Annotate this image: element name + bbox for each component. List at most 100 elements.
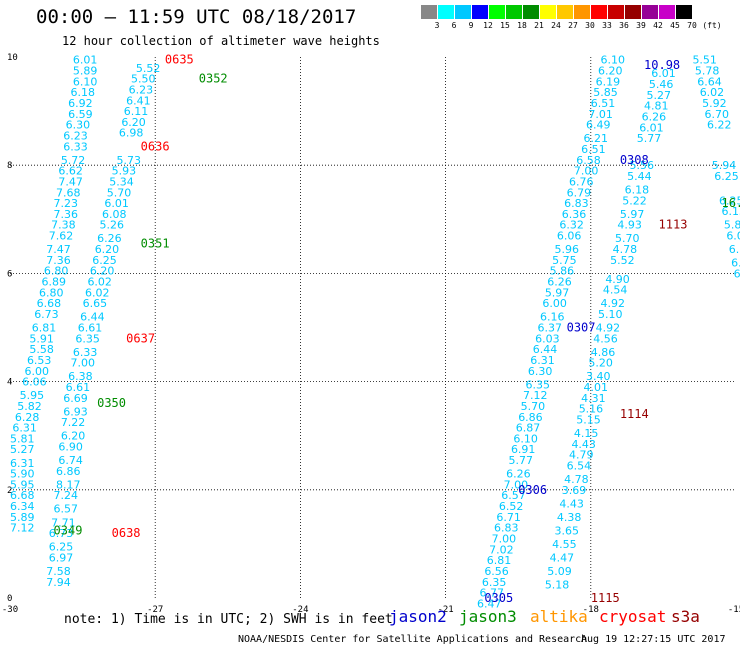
data-point-label: 6.21 <box>584 132 609 145</box>
data-point-label: 5.58 <box>29 343 54 356</box>
data-point-label: 6.25 <box>734 267 740 280</box>
color-scale-swatch <box>438 5 454 19</box>
color-scale-label: 6 <box>451 21 457 30</box>
track-label: 0635 <box>165 53 194 67</box>
data-point-label: 7.94 <box>46 576 71 589</box>
data-point-label: 7.68 <box>56 186 80 199</box>
data-point-label: 7.58 <box>46 565 71 578</box>
data-point-label: 6.70 <box>705 108 730 121</box>
data-point-label: 5.75 <box>552 254 577 267</box>
data-point-label: 4.93 <box>617 219 642 232</box>
data-point-label: 6.26 <box>642 111 667 124</box>
data-point-label: 6.10 <box>513 432 538 445</box>
data-point-label: 7.00 <box>71 357 96 370</box>
satellite-legend-s3a: s3a <box>671 607 700 626</box>
x-tick-label: -27 <box>147 605 163 615</box>
color-scale-label: 70 <box>687 21 697 30</box>
track-label: 10.98 <box>644 58 680 72</box>
data-point-label: 7.47 <box>46 243 71 256</box>
data-point-label: 6.38 <box>68 370 93 383</box>
footer-note: note: 1) Time is in UTC; 2) SWH is in fe… <box>64 612 393 627</box>
data-point-label: 7.71 <box>51 516 76 529</box>
data-point-label: 6.28 <box>15 411 40 424</box>
data-point-label: 6.20 <box>121 116 146 129</box>
data-point-label: 6.08 <box>102 208 127 221</box>
data-point-label: 5.70 <box>107 186 132 199</box>
data-point-label: 5.26 <box>100 219 125 232</box>
data-point-label: 5.97 <box>620 208 645 221</box>
satellite-legend-cryosat: cryosat <box>599 607 667 626</box>
y-tick-label: 4 <box>7 378 12 388</box>
data-point-label: 6.57 <box>501 489 526 502</box>
data-point-label: 6.81 <box>32 322 56 335</box>
data-point-label: 6.83 <box>494 522 519 535</box>
color-scale-swatch <box>642 5 658 19</box>
data-point-label: 5.95 <box>10 478 35 491</box>
data-point-label: 8.17 <box>56 478 80 491</box>
data-point-label: 6.31 <box>530 354 555 367</box>
data-point-label: 6.62 <box>58 165 83 178</box>
data-point-label: 6.01 <box>651 67 676 80</box>
track-label: 0638 <box>112 526 141 540</box>
page-subtitle: 12 hour collection of altimeter wave hei… <box>62 34 380 48</box>
data-point-label: 7.22 <box>61 416 86 429</box>
track-label: 16.29 <box>721 196 740 210</box>
data-point-label: 5.96 <box>555 243 580 256</box>
data-point-label: 6.76 <box>569 175 594 188</box>
data-point-label: 6.68 <box>37 297 62 310</box>
track-label: 0308 <box>620 153 649 167</box>
color-scale-label: (ft) <box>702 21 722 30</box>
track-label: 1115 <box>591 591 620 605</box>
data-point-label: 5.27 <box>10 443 35 456</box>
track-label: 0350 <box>97 396 126 410</box>
data-point-label: 6.80 <box>44 265 69 278</box>
data-point-label: 4.56 <box>593 332 618 345</box>
data-point-label: 6.18 <box>625 184 650 197</box>
data-point-label: 6.11 <box>124 105 148 118</box>
data-point-label: 4.47 <box>550 551 575 564</box>
data-point-label: 5.73 <box>116 154 141 167</box>
data-point-label: 6.64 <box>697 75 722 88</box>
data-point-label: 5.56 <box>630 159 655 172</box>
data-point-label: 4.54 <box>603 284 628 297</box>
data-point-label: 6.16 <box>540 311 565 324</box>
data-point-label: 4.92 <box>600 297 625 310</box>
color-scale-label: 24 <box>551 21 561 30</box>
color-scale-label: 21 <box>534 21 544 30</box>
data-point-label: 5.51 <box>692 54 717 67</box>
data-point-label: 6.73 <box>34 308 59 321</box>
data-point-label: 5.89 <box>10 511 35 524</box>
data-point-label: 4.78 <box>613 243 638 256</box>
data-point-label: 5.97 <box>545 286 570 299</box>
color-scale-label: 27 <box>568 21 578 30</box>
data-point-label: 6.37 <box>538 322 563 335</box>
track-label: 1113 <box>659 218 688 232</box>
data-point-label: 6.35 <box>75 332 100 345</box>
data-point-label: 6.81 <box>487 554 512 567</box>
x-tick-label: -21 <box>437 605 453 615</box>
color-scale-swatch <box>506 5 522 19</box>
data-point-label: 4.79 <box>569 449 594 462</box>
data-point-label: 6.77 <box>479 587 504 600</box>
data-point-label: 6.25 <box>714 170 739 183</box>
data-point-label: 6.06 <box>22 376 46 389</box>
data-point-label: 4.43 <box>559 497 584 510</box>
data-point-label: 3.65 <box>555 524 580 537</box>
data-point-label: 5.90 <box>10 468 35 481</box>
data-point-label: 7.12 <box>523 389 548 402</box>
data-point-label: 6.51 <box>591 97 616 110</box>
data-point-label: 7.47 <box>58 175 83 188</box>
data-point-label: 6.92 <box>68 97 93 110</box>
data-point-label: 4.92 <box>596 322 621 335</box>
track-label: 0306 <box>518 483 547 497</box>
data-point-label: 7.36 <box>46 254 71 267</box>
data-point-label: 6.00 <box>25 365 50 378</box>
data-point-label: 5.91 <box>29 332 54 345</box>
y-tick-label: 2 <box>7 486 12 496</box>
color-scale-swatch <box>591 5 607 19</box>
data-point-label: 6.41 <box>126 94 151 107</box>
data-point-label: 5.89 <box>73 65 98 78</box>
data-point-label: 7.12 <box>10 522 35 535</box>
data-point-label: 6.01 <box>73 54 98 67</box>
